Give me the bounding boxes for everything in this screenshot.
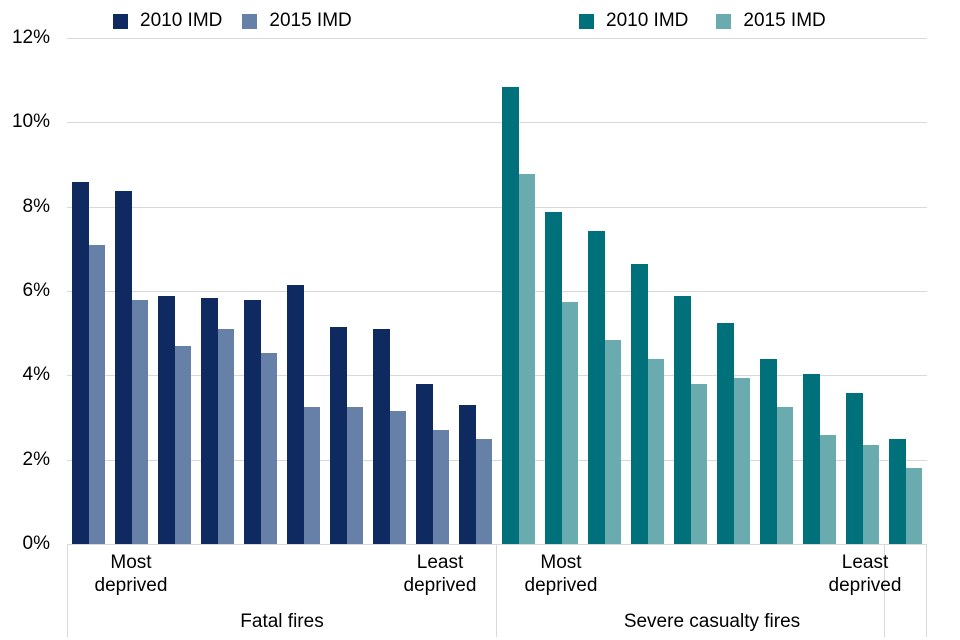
y-tick-8: 8% — [22, 196, 50, 217]
bar-severe-2010-imd-decile-3 — [588, 230, 605, 544]
bar-fatal-2015-imd-decile-2 — [131, 299, 148, 544]
legend-swatch-fatal-2015-icon — [242, 13, 258, 29]
bar-group-severe-casualty-fires — [497, 38, 927, 545]
bar-fatal-2015-imd-decile-9 — [432, 430, 449, 544]
bar-fatal-2010-imd-decile-10 — [459, 405, 476, 544]
bar-fatal-2015-imd-decile-8 — [389, 411, 406, 544]
gridline-4 — [67, 375, 927, 376]
bar-fatal-2015-imd-decile-3 — [174, 346, 191, 544]
legend-swatch-fatal-2010-icon — [113, 13, 128, 29]
gridline-12 — [67, 38, 927, 39]
x-axis-label-most-deprived-severe: Most deprived — [524, 552, 598, 596]
bar-severe-2010-imd-decile-5 — [674, 295, 691, 544]
legend-label-severe-2010: 2010 IMD — [606, 10, 689, 31]
axis-divider-right-inner — [884, 545, 885, 637]
legend-label-fatal-2010: 2010 IMD — [140, 10, 223, 31]
bar-fatal-2015-imd-decile-4 — [217, 329, 234, 544]
bar-severe-2015-imd-decile-10 — [905, 468, 922, 544]
gridline-8 — [67, 207, 927, 208]
bar-severe-2015-imd-decile-1 — [518, 173, 535, 544]
axis-divider-right — [926, 545, 927, 637]
x-axis-line — [67, 544, 927, 545]
legend-fatal-fires: 2010 IMD 2015 IMD — [113, 10, 352, 32]
gridline-10 — [67, 122, 927, 123]
bar-severe-2010-imd-decile-2 — [545, 211, 562, 544]
bar-severe-2015-imd-decile-8 — [819, 434, 836, 544]
bar-fatal-2010-imd-decile-2 — [115, 190, 132, 544]
bar-severe-2010-imd-decile-7 — [760, 358, 777, 544]
legend-swatch-severe-2010-icon — [579, 13, 594, 29]
x-axis-group-label-severe-casualty-fires: Severe casualty fires — [623, 611, 801, 632]
bar-fatal-2015-imd-decile-6 — [303, 407, 320, 544]
bar-severe-2010-imd-decile-9 — [846, 392, 863, 544]
bar-severe-2010-imd-decile-1 — [502, 87, 519, 544]
bar-fatal-2015-imd-decile-7 — [346, 407, 363, 544]
axis-divider-middle — [496, 545, 497, 637]
bar-severe-2015-imd-decile-9 — [862, 445, 879, 544]
y-tick-12: 12% — [11, 27, 50, 48]
x-axis-label-least-deprived-severe: Least deprived — [828, 552, 902, 596]
bar-severe-2015-imd-decile-4 — [647, 358, 664, 544]
bar-group-fatal-fires — [67, 38, 497, 545]
legend-label-fatal-2015: 2015 IMD — [269, 10, 352, 31]
y-tick-2: 2% — [22, 449, 50, 470]
bar-severe-2015-imd-decile-5 — [690, 384, 707, 544]
bar-fatal-2015-imd-decile-5 — [260, 352, 277, 544]
y-tick-10: 10% — [11, 111, 50, 132]
bar-severe-2015-imd-decile-7 — [776, 407, 793, 544]
bar-fatal-2010-imd-decile-4 — [201, 297, 218, 544]
x-axis-group-label-fatal-fires: Fatal fires — [240, 611, 324, 632]
gridline-2 — [67, 460, 927, 461]
bar-fatal-2015-imd-decile-1 — [88, 245, 105, 544]
y-tick-6: 6% — [22, 280, 50, 301]
x-axis-label-least-deprived-fatal: Least deprived — [403, 552, 477, 596]
legend-swatch-severe-2015-icon — [716, 13, 732, 29]
bar-fatal-2010-imd-decile-9 — [416, 384, 433, 544]
x-axis-label-most-deprived-fatal: Most deprived — [94, 552, 168, 596]
bar-severe-2015-imd-decile-6 — [733, 377, 750, 544]
bar-fatal-2010-imd-decile-7 — [330, 327, 347, 544]
legend-severe-casualty-fires: 2010 IMD 2015 IMD — [579, 10, 826, 32]
bar-severe-2010-imd-decile-10 — [889, 438, 906, 544]
bar-fatal-2010-imd-decile-6 — [287, 285, 304, 544]
bar-fatal-2010-imd-decile-3 — [158, 295, 175, 544]
bar-fatal-2010-imd-decile-1 — [72, 182, 89, 544]
legend-label-severe-2015: 2015 IMD — [743, 10, 826, 31]
bar-severe-2010-imd-decile-4 — [631, 264, 648, 544]
y-tick-0: 0% — [22, 533, 50, 554]
bar-fatal-2015-imd-decile-10 — [475, 438, 492, 544]
y-tick-4: 4% — [22, 364, 50, 385]
gridline-6 — [67, 291, 927, 292]
plot-area — [67, 38, 927, 545]
bar-fatal-2010-imd-decile-8 — [373, 329, 390, 544]
bar-severe-2010-imd-decile-8 — [803, 373, 820, 544]
axis-divider-left — [67, 545, 68, 637]
bar-severe-2010-imd-decile-6 — [717, 323, 734, 544]
bar-fatal-2010-imd-decile-5 — [244, 299, 261, 544]
bar-severe-2015-imd-decile-3 — [604, 339, 621, 544]
bar-severe-2015-imd-decile-2 — [561, 302, 578, 544]
